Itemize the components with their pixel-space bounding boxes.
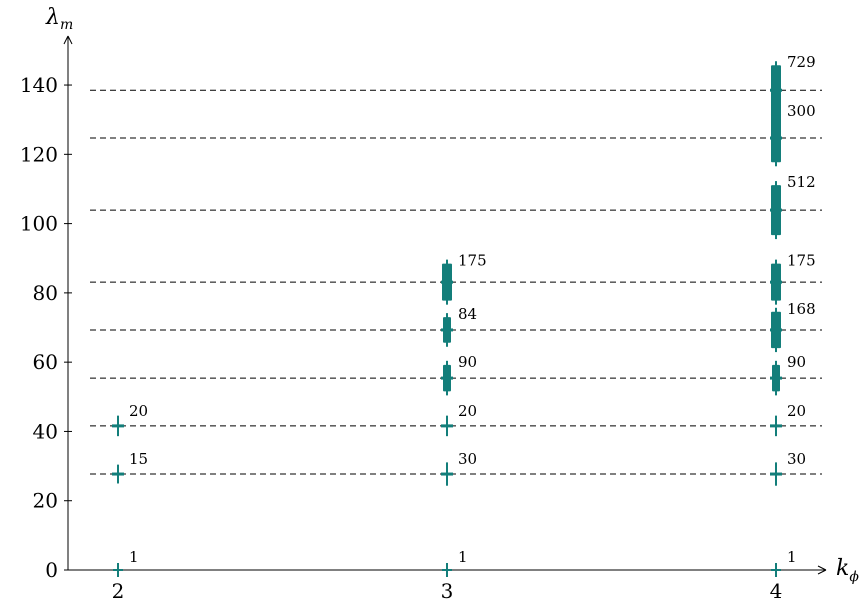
data-marker-box <box>775 466 777 482</box>
y-tick-label: 120 <box>20 142 58 166</box>
y-tick-label: 140 <box>20 73 58 97</box>
x-axis-arrow <box>817 565 827 575</box>
y-tick-label: 60 <box>33 350 58 374</box>
x-axis-title: kϕ <box>836 556 859 585</box>
multiplicity-label: 90 <box>458 353 477 371</box>
data-marker-box <box>771 65 781 116</box>
x-tick-label: 4 <box>770 579 783 603</box>
x-tick-label: 3 <box>441 579 454 603</box>
data-marker-box <box>772 364 780 392</box>
x-axis-title-main: k <box>836 556 849 581</box>
data-marker-box <box>442 263 452 301</box>
multiplicity-label: 84 <box>458 305 477 323</box>
y-tick-label: 80 <box>33 281 58 305</box>
y-tick-label: 40 <box>33 419 58 443</box>
data-marker-box <box>446 419 448 433</box>
data-marker-box <box>771 311 781 349</box>
multiplicity-label: 512 <box>787 173 816 191</box>
multiplicity-label: 168 <box>787 300 816 318</box>
x-axis-title-sub: ϕ <box>849 569 859 585</box>
data-marker-box <box>443 364 451 392</box>
y-tick-label: 20 <box>33 489 58 513</box>
y-axis-title-sub: m <box>60 17 73 33</box>
data-marks <box>112 61 782 577</box>
data-marker-box <box>771 185 781 236</box>
y-axis-arrow <box>63 35 73 45</box>
multiplicity-label: 1 <box>458 548 468 566</box>
multiplicity-label: 20 <box>458 402 477 420</box>
data-marker-box <box>771 263 781 301</box>
data-marker-box <box>446 466 448 482</box>
multiplicity-label: 300 <box>787 102 816 120</box>
multiplicity-label: 175 <box>458 252 487 270</box>
grid-lines <box>90 89 822 475</box>
axes <box>63 35 827 575</box>
multiplicity-label: 729 <box>787 53 816 71</box>
multiplicity-label: 15 <box>129 450 148 468</box>
multiplicity-label: 1 <box>787 548 797 566</box>
data-marker-box <box>117 468 119 480</box>
multiplicity-label: 90 <box>787 353 806 371</box>
data-marker-box <box>771 113 781 163</box>
data-marker-box <box>443 317 451 343</box>
y-axis-title: λm <box>45 5 73 33</box>
data-marker-box <box>117 419 119 433</box>
y-tick-label: 0 <box>45 558 58 582</box>
multiplicity-label: 1 <box>129 548 139 566</box>
multiplicity-label: 30 <box>787 450 806 468</box>
multiplicity-labels: 1 15 20 1 30 20 90 84 175 1 30 20 90 168 175 512 300 729 <box>129 53 816 566</box>
y-axis-title-main: λ <box>45 5 60 30</box>
multiplicity-label: 20 <box>129 402 148 420</box>
multiplicity-label: 175 <box>787 252 816 270</box>
x-tick-label: 2 <box>112 579 125 603</box>
multiplicity-label: 30 <box>458 450 477 468</box>
data-marker-box <box>775 419 777 433</box>
y-tick-label: 100 <box>20 212 58 236</box>
multiplicity-label: 20 <box>787 402 806 420</box>
